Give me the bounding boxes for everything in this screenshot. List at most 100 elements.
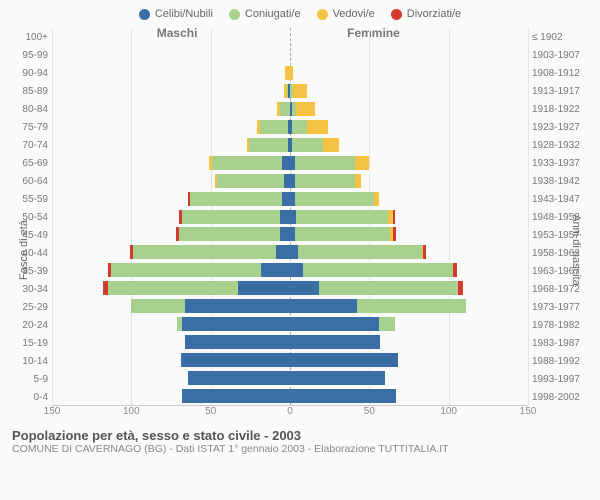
male-side: [52, 315, 290, 333]
male-bar: [131, 299, 290, 313]
bar-segment-div: [423, 245, 426, 259]
x-tick: 50: [364, 406, 375, 417]
female-side: [290, 100, 528, 118]
caption: Popolazione per età, sesso e stato civil…: [12, 428, 588, 455]
bar-segment-con: [131, 299, 185, 313]
male-side: [52, 28, 290, 46]
chart-container: Fasce di età Anni di nascita Celibi/Nubi…: [0, 0, 600, 500]
bar-segment-cel: [282, 156, 290, 170]
age-label: 75-79: [12, 118, 52, 136]
female-side: [290, 333, 528, 351]
female-bar: [290, 102, 315, 116]
bar-row: [52, 28, 528, 46]
female-side: [290, 315, 528, 333]
male-bar: [176, 227, 290, 241]
age-label: 15-19: [12, 334, 52, 352]
year-label: 1973-1977: [528, 298, 588, 316]
female-bar: [290, 281, 463, 295]
male-side: [52, 136, 290, 154]
male-bar: [182, 389, 290, 403]
bar-segment-cel: [290, 335, 380, 349]
bar-segment-cel: [238, 281, 290, 295]
female-side: [290, 387, 528, 405]
legend-swatch: [229, 9, 240, 20]
bar-segment-con: [298, 245, 422, 259]
bar-row: [52, 118, 528, 136]
bar-row: [52, 351, 528, 369]
male-side: [52, 333, 290, 351]
age-label: 80-84: [12, 100, 52, 118]
female-side: [290, 64, 528, 82]
legend-item: Divorziati/e: [391, 8, 461, 20]
bar-segment-cel: [280, 227, 290, 241]
bar-segment-con: [379, 317, 395, 331]
male-bar: [215, 174, 290, 188]
bar-row: [52, 369, 528, 387]
male-bar: [179, 210, 290, 224]
bar-segment-ved: [307, 120, 328, 134]
male-side: [52, 64, 290, 82]
bar-segment-con: [295, 156, 355, 170]
bar-segment-div: [458, 281, 463, 295]
female-side: [290, 190, 528, 208]
female-bar: [290, 66, 293, 80]
female-bar: [290, 120, 328, 134]
male-bar: [103, 281, 290, 295]
age-label: 95-99: [12, 46, 52, 64]
year-label: 1928-1932: [528, 136, 588, 154]
female-side: [290, 46, 528, 64]
bar-segment-cel: [290, 281, 319, 295]
bar-row: [52, 136, 528, 154]
caption-title: Popolazione per età, sesso e stato civil…: [12, 428, 588, 443]
bar-segment-ved: [296, 102, 315, 116]
bar-row: [52, 208, 528, 226]
male-side: [52, 279, 290, 297]
male-bar: [188, 371, 290, 385]
bar-segment-ved: [355, 156, 369, 170]
bar-segment-div: [393, 227, 396, 241]
age-labels: 100+95-9990-9485-8980-8475-7970-7465-696…: [12, 28, 52, 406]
bar-segment-con: [292, 138, 324, 152]
female-side: [290, 225, 528, 243]
bar-segment-ved: [374, 192, 379, 206]
bar-segment-cel: [261, 263, 290, 277]
bar-segment-cel: [276, 245, 290, 259]
x-axis-ticks: 15010050050100150: [52, 406, 528, 422]
bar-segment-cel: [290, 371, 385, 385]
bar-row: [52, 100, 528, 118]
male-bar: [257, 120, 290, 134]
bar-segment-cel: [290, 353, 398, 367]
legend-item: Vedovi/e: [317, 8, 375, 20]
female-bar: [290, 245, 426, 259]
age-label: 30-34: [12, 280, 52, 298]
bar-segment-cel: [290, 245, 298, 259]
year-label: 1903-1907: [528, 46, 588, 64]
male-side: [52, 387, 290, 405]
female-side: [290, 243, 528, 261]
legend-label: Celibi/Nubili: [155, 8, 213, 20]
male-side: [52, 243, 290, 261]
male-bar: [130, 245, 290, 259]
bar-segment-con: [280, 102, 290, 116]
male-side: [52, 46, 290, 64]
female-side: [290, 172, 528, 190]
bar-segment-con: [260, 120, 289, 134]
legend-swatch: [391, 9, 402, 20]
bar-segment-con: [212, 156, 282, 170]
year-label: 1943-1947: [528, 190, 588, 208]
female-side: [290, 297, 528, 315]
legend-label: Vedovi/e: [333, 8, 375, 20]
y-axis-label-left: Fasce di età: [18, 220, 30, 280]
legend-swatch: [139, 9, 150, 20]
bar-segment-con: [182, 210, 280, 224]
male-side: [52, 172, 290, 190]
x-tick: 150: [44, 406, 61, 417]
female-bar: [290, 335, 380, 349]
year-label: 1918-1922: [528, 100, 588, 118]
bar-segment-cel: [282, 192, 290, 206]
bar-segment-ved: [323, 138, 339, 152]
bar-row: [52, 46, 528, 64]
bar-row: [52, 333, 528, 351]
age-label: 0-4: [12, 388, 52, 406]
year-label: 1993-1997: [528, 370, 588, 388]
